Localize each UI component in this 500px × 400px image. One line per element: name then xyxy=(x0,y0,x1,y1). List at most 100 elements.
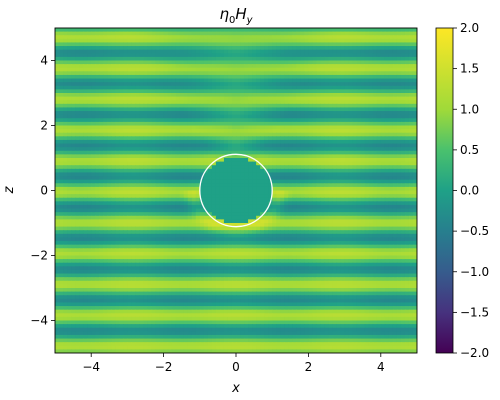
heatmap-cell xyxy=(231,53,237,58)
heatmap-cell xyxy=(264,186,269,192)
heatmap-cell xyxy=(231,125,237,130)
heatmap-cell xyxy=(240,82,245,87)
heatmap-cell xyxy=(360,60,366,65)
heatmap-cell xyxy=(127,118,133,123)
heatmap-cell xyxy=(252,154,257,159)
heatmap-cell xyxy=(91,38,96,44)
heatmap-cell xyxy=(151,35,157,40)
heatmap-cell xyxy=(336,194,342,199)
heatmap-cell xyxy=(111,49,116,54)
heatmap-cell xyxy=(244,143,249,148)
heatmap-cell xyxy=(240,204,245,210)
heatmap-cell xyxy=(127,179,133,184)
heatmap-cell xyxy=(276,114,281,119)
heatmap-cell xyxy=(320,38,326,44)
heatmap-cell xyxy=(131,165,137,170)
heatmap-cell xyxy=(91,60,96,65)
heatmap-cell xyxy=(244,208,249,213)
heatmap-cell xyxy=(95,165,100,170)
heatmap-cell xyxy=(179,28,185,33)
heatmap-cell xyxy=(296,78,301,83)
heatmap-cell xyxy=(340,215,346,220)
heatmap-cell xyxy=(155,161,161,166)
heatmap-cell xyxy=(111,38,116,44)
heatmap-cell xyxy=(115,129,120,134)
heatmap-cell xyxy=(211,143,217,148)
heatmap-cell xyxy=(312,183,318,188)
heatmap-cell xyxy=(159,190,165,195)
heatmap-cell xyxy=(227,46,233,51)
heatmap-cell xyxy=(175,96,181,101)
heatmap-cell xyxy=(171,118,177,123)
heatmap-cell xyxy=(231,219,237,224)
heatmap-cell xyxy=(400,161,406,166)
heatmap-cell xyxy=(364,42,370,47)
heatmap-cell xyxy=(119,197,124,202)
heatmap-cell xyxy=(352,136,358,141)
heatmap-cell xyxy=(328,56,334,62)
heatmap-cell xyxy=(340,46,346,51)
heatmap-cell xyxy=(380,67,386,72)
heatmap-cell xyxy=(191,56,197,62)
heatmap-cell xyxy=(268,143,273,148)
heatmap-cell xyxy=(147,219,153,224)
heatmap-cell xyxy=(95,67,100,72)
heatmap-cell xyxy=(328,147,334,152)
heatmap-cell xyxy=(304,132,309,137)
heatmap-cell xyxy=(195,121,201,127)
heatmap-cell xyxy=(87,139,92,145)
heatmap-cell xyxy=(147,114,153,119)
heatmap-cell xyxy=(187,100,193,105)
heatmap-cell xyxy=(227,208,233,213)
heatmap-cell xyxy=(240,49,245,54)
heatmap-cell xyxy=(356,212,362,217)
heatmap-cell xyxy=(95,89,100,94)
heatmap-cell xyxy=(288,85,293,90)
heatmap-cell xyxy=(139,46,145,51)
heatmap-cell xyxy=(183,132,189,137)
heatmap-cell xyxy=(155,136,161,141)
heatmap-cell xyxy=(356,161,362,166)
heatmap-cell xyxy=(236,190,241,195)
heatmap-cell xyxy=(272,165,277,170)
heatmap-cell xyxy=(268,183,273,188)
heatmap-cell xyxy=(284,38,289,44)
heatmap-cell xyxy=(219,204,225,210)
heatmap-cell xyxy=(332,121,338,127)
heatmap-cell xyxy=(163,31,169,36)
heatmap-cell xyxy=(127,49,133,54)
heatmap-cell xyxy=(344,208,350,213)
heatmap-cell xyxy=(211,121,217,127)
heatmap-cell xyxy=(179,147,185,152)
heatmap-cell xyxy=(268,165,273,170)
heatmap-cell xyxy=(95,158,100,163)
heatmap-cell xyxy=(67,147,72,152)
heatmap-cell xyxy=(175,226,181,231)
heatmap-cell xyxy=(352,219,358,224)
heatmap-cell xyxy=(67,201,72,206)
heatmap-cell xyxy=(95,197,100,202)
heatmap-cell xyxy=(191,35,197,40)
heatmap-cell xyxy=(352,150,358,155)
heatmap-cell xyxy=(412,168,417,174)
heatmap-cell xyxy=(320,132,326,137)
heatmap-cell xyxy=(99,204,104,210)
heatmap-cell xyxy=(244,67,249,72)
heatmap-cell xyxy=(199,197,205,202)
heatmap-cell xyxy=(372,139,378,145)
heatmap-cell xyxy=(384,103,390,109)
heatmap-cell xyxy=(400,197,406,202)
heatmap-cell xyxy=(55,179,60,184)
heatmap-cell xyxy=(55,168,60,174)
heatmap-cell xyxy=(167,139,173,145)
heatmap-cell xyxy=(127,129,133,134)
heatmap-cell xyxy=(231,78,237,83)
heatmap-cell xyxy=(151,67,157,72)
heatmap-cell xyxy=(183,215,189,220)
heatmap-cell xyxy=(268,89,273,94)
heatmap-cell xyxy=(332,46,338,51)
heatmap-cell xyxy=(304,121,309,127)
heatmap-cell xyxy=(123,60,128,65)
heatmap-cell xyxy=(79,49,84,54)
heatmap-cell xyxy=(139,114,145,119)
